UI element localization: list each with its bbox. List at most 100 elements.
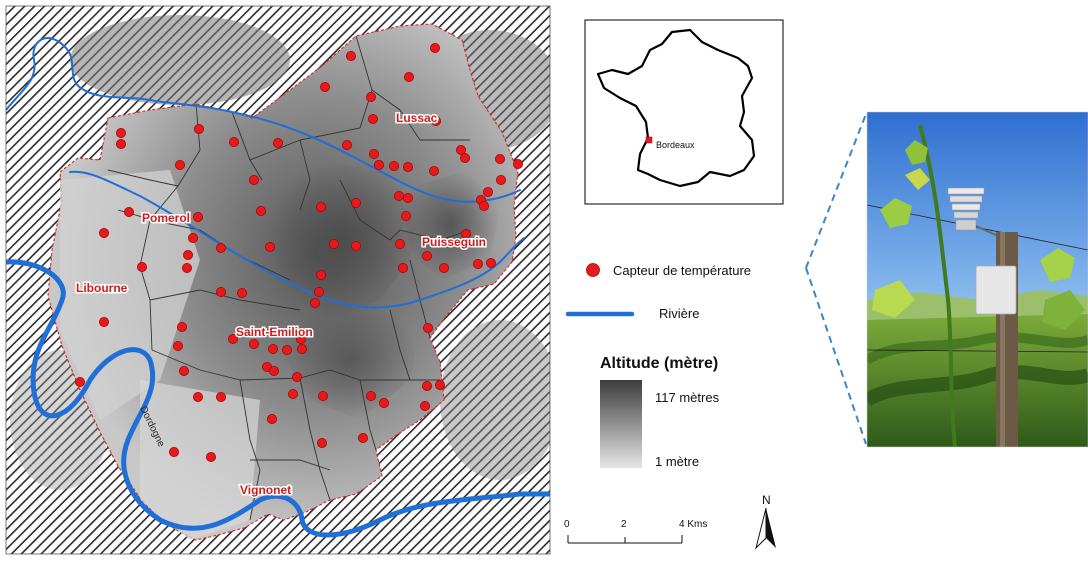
sensor-point xyxy=(172,340,183,351)
sensor-point xyxy=(227,333,238,344)
sensor-point xyxy=(75,376,86,387)
river-barbanne xyxy=(69,170,525,309)
sensor-point xyxy=(402,161,413,172)
sensor-point xyxy=(193,124,204,135)
sensor-point xyxy=(319,82,330,93)
sensor-point xyxy=(438,262,449,273)
commune-boundaries xyxy=(107,35,471,521)
vineyard-photo xyxy=(867,112,1088,447)
rivers xyxy=(6,37,550,538)
sensor-point xyxy=(116,138,127,149)
photo-link-lines xyxy=(805,113,867,445)
scale-tick-4: 4 Kms xyxy=(679,519,707,530)
sensor-point xyxy=(215,391,226,402)
sensor-point xyxy=(368,148,379,159)
legend-altitude-max: 117 mètres xyxy=(655,390,720,405)
scale-bar: 0 2 4 Kms xyxy=(564,519,707,544)
sensor-point xyxy=(236,287,247,298)
sensor-point xyxy=(192,391,203,402)
logger-box xyxy=(975,265,1017,315)
sensor-point xyxy=(429,43,440,54)
sensor-point xyxy=(182,249,193,260)
sensor-point xyxy=(365,390,376,401)
sensor-point xyxy=(455,144,466,155)
sensor-point xyxy=(485,257,496,268)
sensor-point xyxy=(181,262,192,273)
sensor-point xyxy=(192,211,203,222)
sensor-point xyxy=(266,413,277,424)
sensor-point xyxy=(403,72,414,83)
sensor-point xyxy=(215,286,226,297)
sensor-point xyxy=(397,262,408,273)
sensor-point xyxy=(287,388,298,399)
sensor-point xyxy=(295,333,306,344)
sensor-point xyxy=(315,269,326,280)
legend-altitude-ramp xyxy=(600,380,642,468)
sensor-point xyxy=(255,205,266,216)
legend-altitude-min: 1 mètre xyxy=(655,454,699,469)
north-label: N xyxy=(762,493,771,507)
sensor-point xyxy=(99,316,110,327)
sensor-point xyxy=(494,153,505,164)
legend-sensor-label: Capteur de température xyxy=(613,263,751,278)
sensor-point xyxy=(394,238,405,249)
sensor-point xyxy=(478,200,489,211)
legend-river-label: Rivière xyxy=(659,306,699,321)
sensor-point xyxy=(459,152,470,163)
sensor-point xyxy=(341,139,352,150)
sensor-point xyxy=(482,186,493,197)
sensor-point xyxy=(168,446,179,457)
sensor-point xyxy=(345,51,356,62)
sensor-point xyxy=(422,322,433,333)
sensor-point xyxy=(421,250,432,261)
legend-altitude-title: Altitude (mètre) xyxy=(600,355,718,372)
label-vignonet: Vignonet xyxy=(240,483,291,497)
sensor-point xyxy=(99,227,110,238)
sensor-point xyxy=(367,114,378,125)
sensor-point xyxy=(136,261,147,272)
sensor-point xyxy=(421,380,432,391)
sensor-point xyxy=(393,190,404,201)
map-frame: Lussac Pomerol Puisseguin Libourne Saint… xyxy=(6,6,550,554)
sensor-point xyxy=(357,432,368,443)
label-lussac: Lussac xyxy=(396,111,438,125)
sensor-point xyxy=(460,228,471,239)
sensor-point xyxy=(174,159,185,170)
label-pomerol: Pomerol xyxy=(142,211,190,225)
sensor-point xyxy=(187,232,198,243)
legend-sensor-symbol xyxy=(586,263,600,277)
sensor-point xyxy=(428,165,439,176)
river-dordogne xyxy=(6,259,550,538)
sensor-shield xyxy=(947,187,999,237)
legend: Capteur de température Rivière Altitude … xyxy=(565,263,751,469)
sensor-point xyxy=(434,379,445,390)
label-puisseguin: Puisseguin xyxy=(422,235,486,249)
sensor-point xyxy=(472,258,483,269)
river-isle xyxy=(6,37,521,203)
sensor-point xyxy=(248,174,259,185)
sensor-point xyxy=(309,297,320,308)
france-outline xyxy=(596,28,756,188)
sensor-point xyxy=(215,242,226,253)
sensor-point xyxy=(316,437,327,448)
sensor-point xyxy=(116,127,127,138)
sensor-points xyxy=(75,43,524,462)
sensor-point xyxy=(513,158,524,169)
sensor-point xyxy=(176,321,187,332)
sensor-point xyxy=(400,210,411,221)
sensor-point xyxy=(291,371,302,382)
sensor-point xyxy=(350,240,361,251)
scale-tick-2: 2 xyxy=(621,519,627,530)
sensor-point xyxy=(264,241,275,252)
label-saint-emilion: Saint-Emilion xyxy=(236,325,313,339)
north-arrow: N xyxy=(755,493,776,550)
sensor-point xyxy=(296,343,307,354)
sensor-point xyxy=(248,338,259,349)
france-inset: Bordeaux xyxy=(584,19,784,205)
scale-tick-0: 0 xyxy=(564,519,570,530)
sensor-point xyxy=(495,174,506,185)
sensor-point xyxy=(281,344,292,355)
sensor-point xyxy=(228,136,239,147)
sensor-point xyxy=(124,206,135,217)
sensor-point xyxy=(267,343,278,354)
